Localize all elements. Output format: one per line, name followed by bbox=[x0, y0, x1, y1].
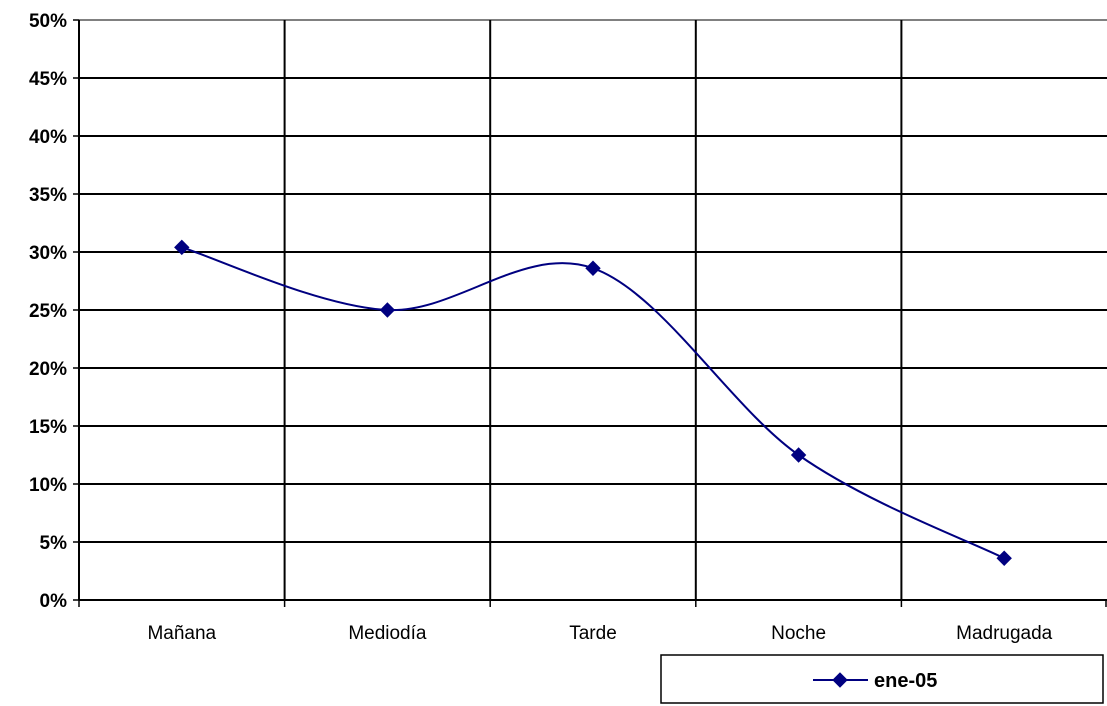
data-point-marker bbox=[379, 302, 396, 318]
y-tick-label: 15% bbox=[29, 417, 67, 438]
y-tick-label: 20% bbox=[29, 359, 67, 380]
x-tick-label: Mañana bbox=[147, 623, 216, 644]
x-tick-label: Tarde bbox=[569, 623, 617, 644]
data-point-marker bbox=[174, 239, 190, 256]
y-tick-label: 10% bbox=[29, 475, 67, 496]
data-point-marker bbox=[790, 447, 807, 463]
y-tick-label: 5% bbox=[40, 533, 68, 554]
y-tick-label: 25% bbox=[29, 301, 67, 322]
series-line bbox=[181, 246, 1005, 560]
y-tick-label: 30% bbox=[29, 243, 67, 264]
data-point-marker bbox=[585, 260, 601, 276]
x-tick-label: Mediodía bbox=[348, 623, 427, 644]
legend-marker-diamond bbox=[832, 672, 848, 688]
y-tick-label: 40% bbox=[29, 127, 67, 148]
legend: ene-05 bbox=[660, 654, 1104, 704]
y-tick-label: 45% bbox=[29, 69, 67, 90]
y-tick-label: 0% bbox=[40, 591, 68, 612]
data-point-marker bbox=[996, 550, 1012, 566]
series bbox=[174, 239, 1012, 566]
y-tick-label: 50% bbox=[29, 11, 67, 32]
grid bbox=[79, 19, 1107, 600]
legend-box bbox=[660, 654, 1104, 704]
y-tick-labels: 0% 5% 10% 15% 20% 25% 30% 35% 40% 45% 50% bbox=[29, 11, 67, 612]
x-tick-label: Madrugada bbox=[956, 623, 1053, 644]
y-tick-label: 35% bbox=[29, 185, 67, 206]
legend-label: ene-05 bbox=[874, 670, 937, 692]
x-tick-label: Noche bbox=[771, 623, 826, 644]
axes bbox=[73, 19, 1107, 607]
x-tick-labels: Mañana Mediodía Tarde Noche Madrugada bbox=[147, 623, 1052, 644]
